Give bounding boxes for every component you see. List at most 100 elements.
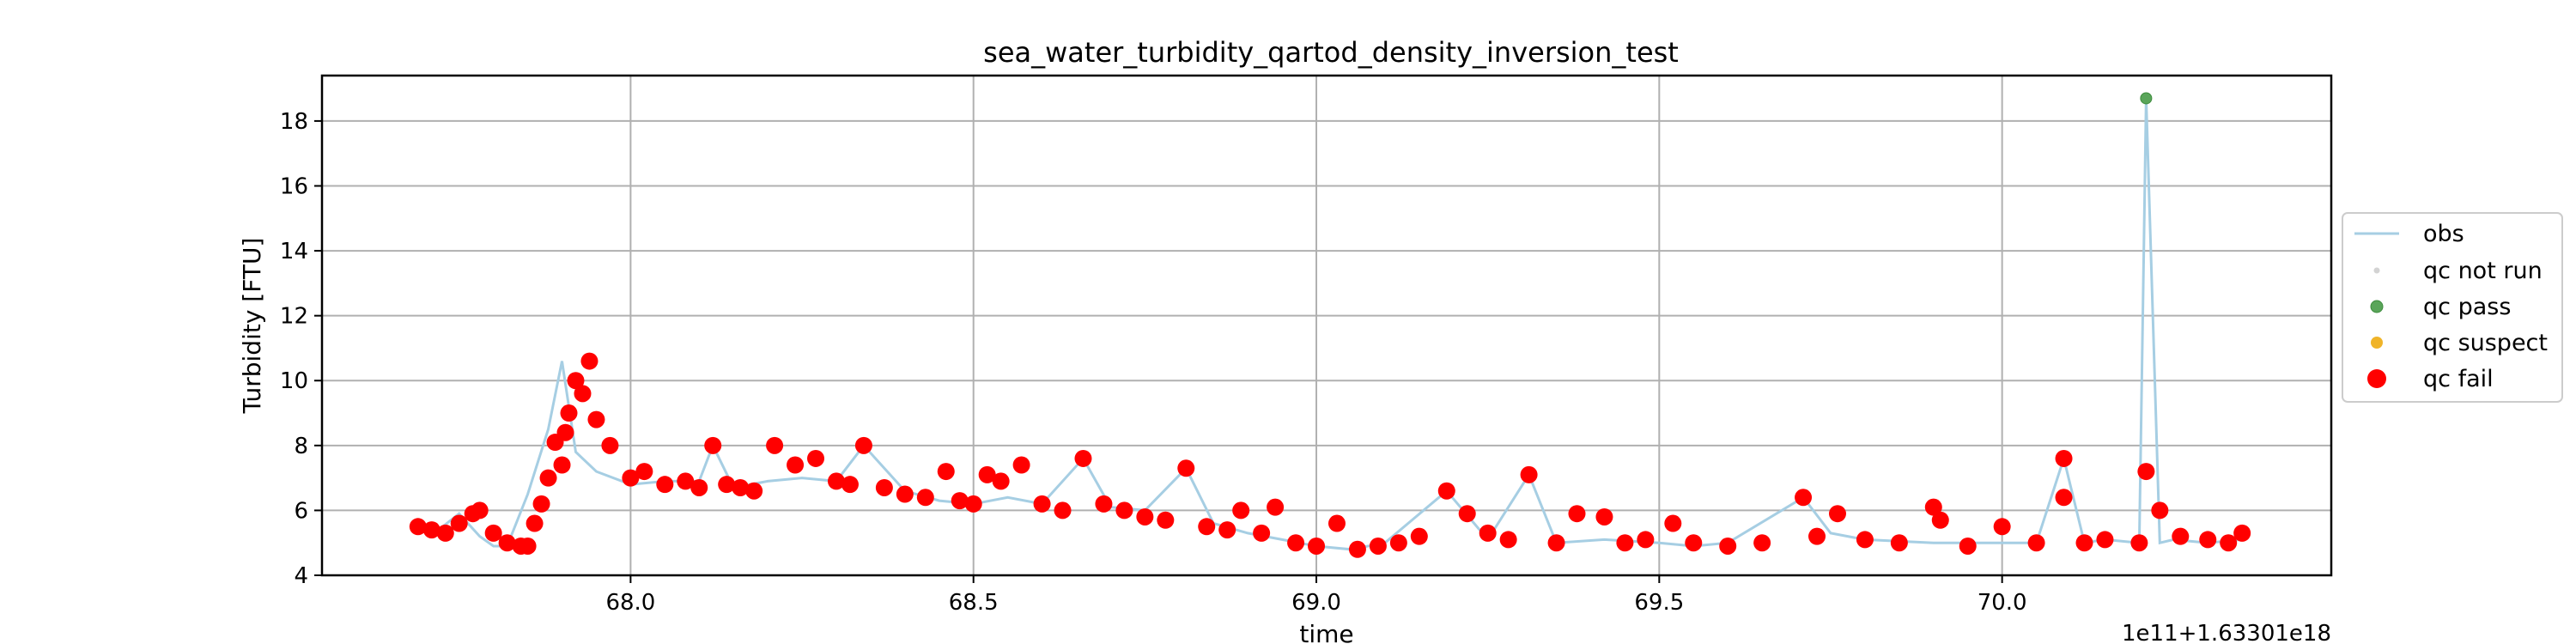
qc-fail-point <box>1719 537 1737 555</box>
legend-label-qc-suspect: qc suspect <box>2423 330 2548 356</box>
qc-fail-point <box>1931 511 1949 529</box>
qc-fail-point <box>622 469 640 487</box>
qc-fail-point <box>1157 511 1175 529</box>
qc-pass-points-layer <box>2140 92 2153 105</box>
y-tick-label: 14 <box>280 239 308 264</box>
qc-fail-point <box>422 521 440 539</box>
legend-qc-suspect-swatch <box>2371 337 2383 349</box>
qc-fail-point <box>1348 540 1366 558</box>
qc-fail-point <box>553 456 571 474</box>
legend-qc-not-run-swatch <box>2373 267 2380 274</box>
y-tick-label: 18 <box>280 109 308 135</box>
y-tick-label: 6 <box>294 498 308 524</box>
qc-fail-point <box>787 456 805 474</box>
qc-fail-point <box>992 472 1010 490</box>
qc-fail-point <box>2199 531 2217 549</box>
qc-fail-point <box>1410 527 1428 545</box>
qc-fail-point <box>498 534 516 552</box>
qc-fail-point <box>951 492 969 510</box>
qc-fail-point <box>532 495 550 513</box>
qc-fail-point <box>2096 531 2114 549</box>
qc-fail-point <box>1308 537 1326 555</box>
qc-fail-point <box>745 482 763 500</box>
qc-fail-point <box>1924 498 1942 516</box>
qc-fail-point <box>1637 531 1655 549</box>
qc-fail-point <box>1856 531 1874 549</box>
qc-fail-point <box>2172 527 2190 545</box>
x-axis-ticks: 68.0 68.5 69.0 69.5 70.0 <box>605 575 2027 616</box>
qc-fail-point <box>2027 534 2045 552</box>
qc-fail-point <box>1437 482 1455 500</box>
qc-fail-point <box>2137 463 2155 481</box>
qc-fail-point <box>937 463 955 481</box>
y-axis-label: Turbidity [FTU] <box>238 238 266 415</box>
y-tick-label: 8 <box>294 434 308 459</box>
qc-fail-point <box>484 524 502 542</box>
qc-fail-point <box>1499 531 1517 549</box>
qc-fail-point <box>635 463 653 481</box>
qc-fail-point <box>409 518 427 536</box>
qc-fail-point <box>2220 534 2238 552</box>
qc-fail-point <box>732 478 750 496</box>
qc-fail-points-layer <box>409 352 2251 558</box>
legend-qc-pass-swatch <box>2370 300 2384 313</box>
y-tick-label: 12 <box>280 304 308 330</box>
qc-fail-point <box>1012 456 1030 474</box>
qc-pass-point <box>2140 92 2153 105</box>
qc-fail-point <box>1095 495 1113 513</box>
qc-fail-point <box>1520 465 1538 483</box>
qc-fail-point <box>526 514 544 532</box>
x-tick-label: 69.5 <box>1634 590 1684 616</box>
legend-box <box>2342 212 2563 403</box>
qc-fail-point <box>1479 524 1497 542</box>
qc-fail-point <box>1458 505 1476 523</box>
qc-fail-point <box>690 478 708 496</box>
qc-fail-point <box>580 352 598 370</box>
qc-fail-point <box>1828 505 1846 523</box>
qc-fail-point <box>2055 449 2073 467</box>
qc-fail-point <box>1808 527 1826 545</box>
qc-fail-point <box>1267 498 1285 516</box>
qc-fail-point <box>677 472 695 490</box>
qc-fail-point <box>1253 524 1271 542</box>
qc-fail-point <box>704 436 722 454</box>
qc-fail-point <box>2055 489 2073 507</box>
legend: obs qc not run qc pass qc suspect qc fai… <box>2342 212 2563 403</box>
obs-line <box>417 98 2243 551</box>
qc-fail-point <box>1795 489 1813 507</box>
qc-fail-point <box>1685 534 1703 552</box>
y-tick-label: 4 <box>294 563 308 589</box>
qc-fail-point <box>875 478 893 496</box>
obs-line-layer <box>417 98 2243 551</box>
qc-fail-point <box>1547 534 1565 552</box>
qc-fail-point <box>718 476 736 494</box>
legend-label-qc-pass: qc pass <box>2423 294 2511 320</box>
y-tick-label: 16 <box>280 173 308 199</box>
qc-fail-point <box>896 485 914 503</box>
qc-fail-point <box>1890 534 1908 552</box>
qc-fail-point <box>1136 507 1154 526</box>
qc-fail-point <box>601 436 619 454</box>
qc-fail-point <box>1616 534 1634 552</box>
x-tick-label: 68.5 <box>949 590 999 616</box>
qc-fail-point <box>539 469 557 487</box>
qc-fail-point <box>471 501 489 519</box>
x-axis-offset-text: 1e11+1.63301e18 <box>2122 621 2331 644</box>
x-tick-label: 70.0 <box>1978 590 2027 616</box>
qc-fail-point <box>519 537 537 555</box>
legend-label-qc-not-run: qc not run <box>2423 258 2543 284</box>
qc-fail-point <box>1389 534 1407 552</box>
qc-fail-point <box>556 423 574 441</box>
qc-fail-point <box>587 410 605 428</box>
qc-fail-point <box>1327 514 1346 532</box>
qc-fail-point <box>2151 501 2169 519</box>
qc-fail-point <box>560 404 578 422</box>
qc-fail-point <box>656 476 674 494</box>
qc-fail-point <box>2075 534 2093 552</box>
qc-fail-point <box>766 436 784 454</box>
legend-label-qc-fail: qc fail <box>2423 366 2494 392</box>
qc-fail-point <box>827 472 845 490</box>
qc-fail-point <box>1287 534 1305 552</box>
